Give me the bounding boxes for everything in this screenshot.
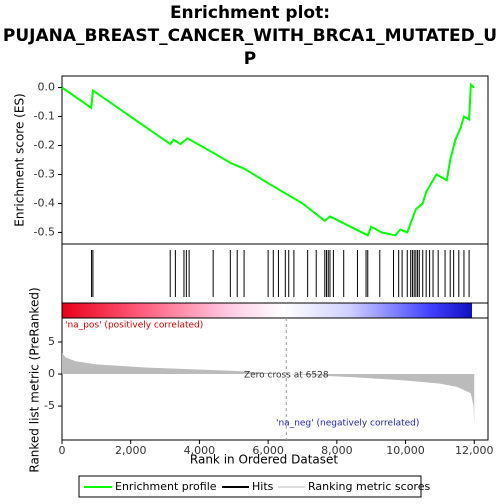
y-axis-label: Enrichment score (ES) [13, 93, 27, 226]
y-tick-label: 0.0 [38, 81, 56, 94]
x-tick-label: 0 [59, 444, 66, 457]
color-bar [62, 303, 472, 318]
es-line [61, 82, 475, 237]
y-tick-label: 5 [48, 335, 55, 348]
y-tick-label: -0.5 [34, 225, 55, 238]
legend-label: Enrichment profile [115, 480, 217, 493]
y-tick-label: 0 [48, 367, 55, 380]
legend [78, 475, 422, 498]
legend-label: Ranking metric scores [308, 480, 430, 493]
x-tick-label: 8,000 [321, 444, 353, 457]
legend-label: Hits [252, 480, 274, 493]
annotation: 'na_pos' (positively correlated) [65, 321, 203, 331]
x-tick-label: 4,000 [184, 444, 216, 457]
x-tick-label: 6,000 [252, 444, 284, 457]
x-tick-label: 12,000 [455, 444, 494, 457]
x-tick-label: 2,000 [115, 444, 147, 457]
chart-title: Enrichment plot: [170, 3, 330, 23]
chart-title: PUJANA_BREAST_CANCER_WITH_BRCA1_MUTATED_… [3, 26, 497, 46]
y-tick-label: -0.4 [34, 196, 55, 209]
y-tick-label: -0.2 [34, 139, 55, 152]
x-axis-label: Rank in Ordered Dataset [190, 453, 338, 467]
chart-title: P [244, 49, 256, 69]
y-tick-label: -5 [44, 399, 55, 412]
y-tick-label: -0.3 [34, 167, 55, 180]
annotation: Zero cross at 6528 [244, 371, 329, 381]
frame [61, 75, 489, 441]
metric-area [62, 352, 475, 426]
y-tick-label: -0.1 [34, 110, 55, 123]
y-axis-label: Ranked list metric (PreRanked) [28, 287, 42, 472]
x-tick-label: 10,000 [386, 444, 425, 457]
annotation: 'na_neg' (negatively correlated) [276, 419, 419, 429]
